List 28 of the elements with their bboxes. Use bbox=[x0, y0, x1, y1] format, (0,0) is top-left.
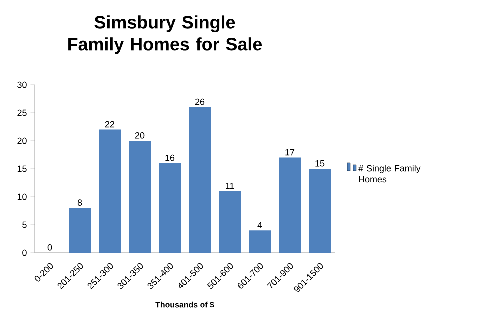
data-label: 8 bbox=[78, 200, 82, 206]
y-tick-label: 30 bbox=[18, 82, 27, 88]
y-tick-label: 0 bbox=[22, 250, 27, 256]
bar bbox=[189, 107, 212, 253]
data-label: 16 bbox=[166, 154, 175, 162]
y-tick-label: 25 bbox=[18, 110, 27, 116]
bar bbox=[309, 169, 332, 253]
data-label: 22 bbox=[105, 121, 115, 128]
data-label: 26 bbox=[195, 98, 205, 106]
y-tick-label: 20 bbox=[18, 138, 27, 144]
data-label: 15 bbox=[316, 160, 325, 167]
legend-label: # Single Family Homes bbox=[358, 165, 421, 183]
data-label: 0 bbox=[48, 244, 52, 251]
y-tick-label: 10 bbox=[18, 194, 27, 200]
chart-title: Simsbury Single Family Homes for Sale bbox=[68, 16, 262, 54]
data-label: 11 bbox=[226, 183, 234, 190]
y-tick-label: 15 bbox=[18, 166, 27, 172]
bar bbox=[69, 208, 91, 253]
bar bbox=[129, 141, 152, 253]
data-label: 4 bbox=[258, 222, 262, 228]
data-label: 17 bbox=[286, 149, 295, 156]
y-tick-label: 5 bbox=[22, 222, 27, 228]
bar bbox=[279, 158, 302, 253]
bar bbox=[219, 191, 242, 253]
bar bbox=[159, 163, 182, 253]
data-label: 20 bbox=[135, 132, 145, 139]
bar bbox=[249, 230, 272, 253]
bar bbox=[99, 130, 122, 253]
